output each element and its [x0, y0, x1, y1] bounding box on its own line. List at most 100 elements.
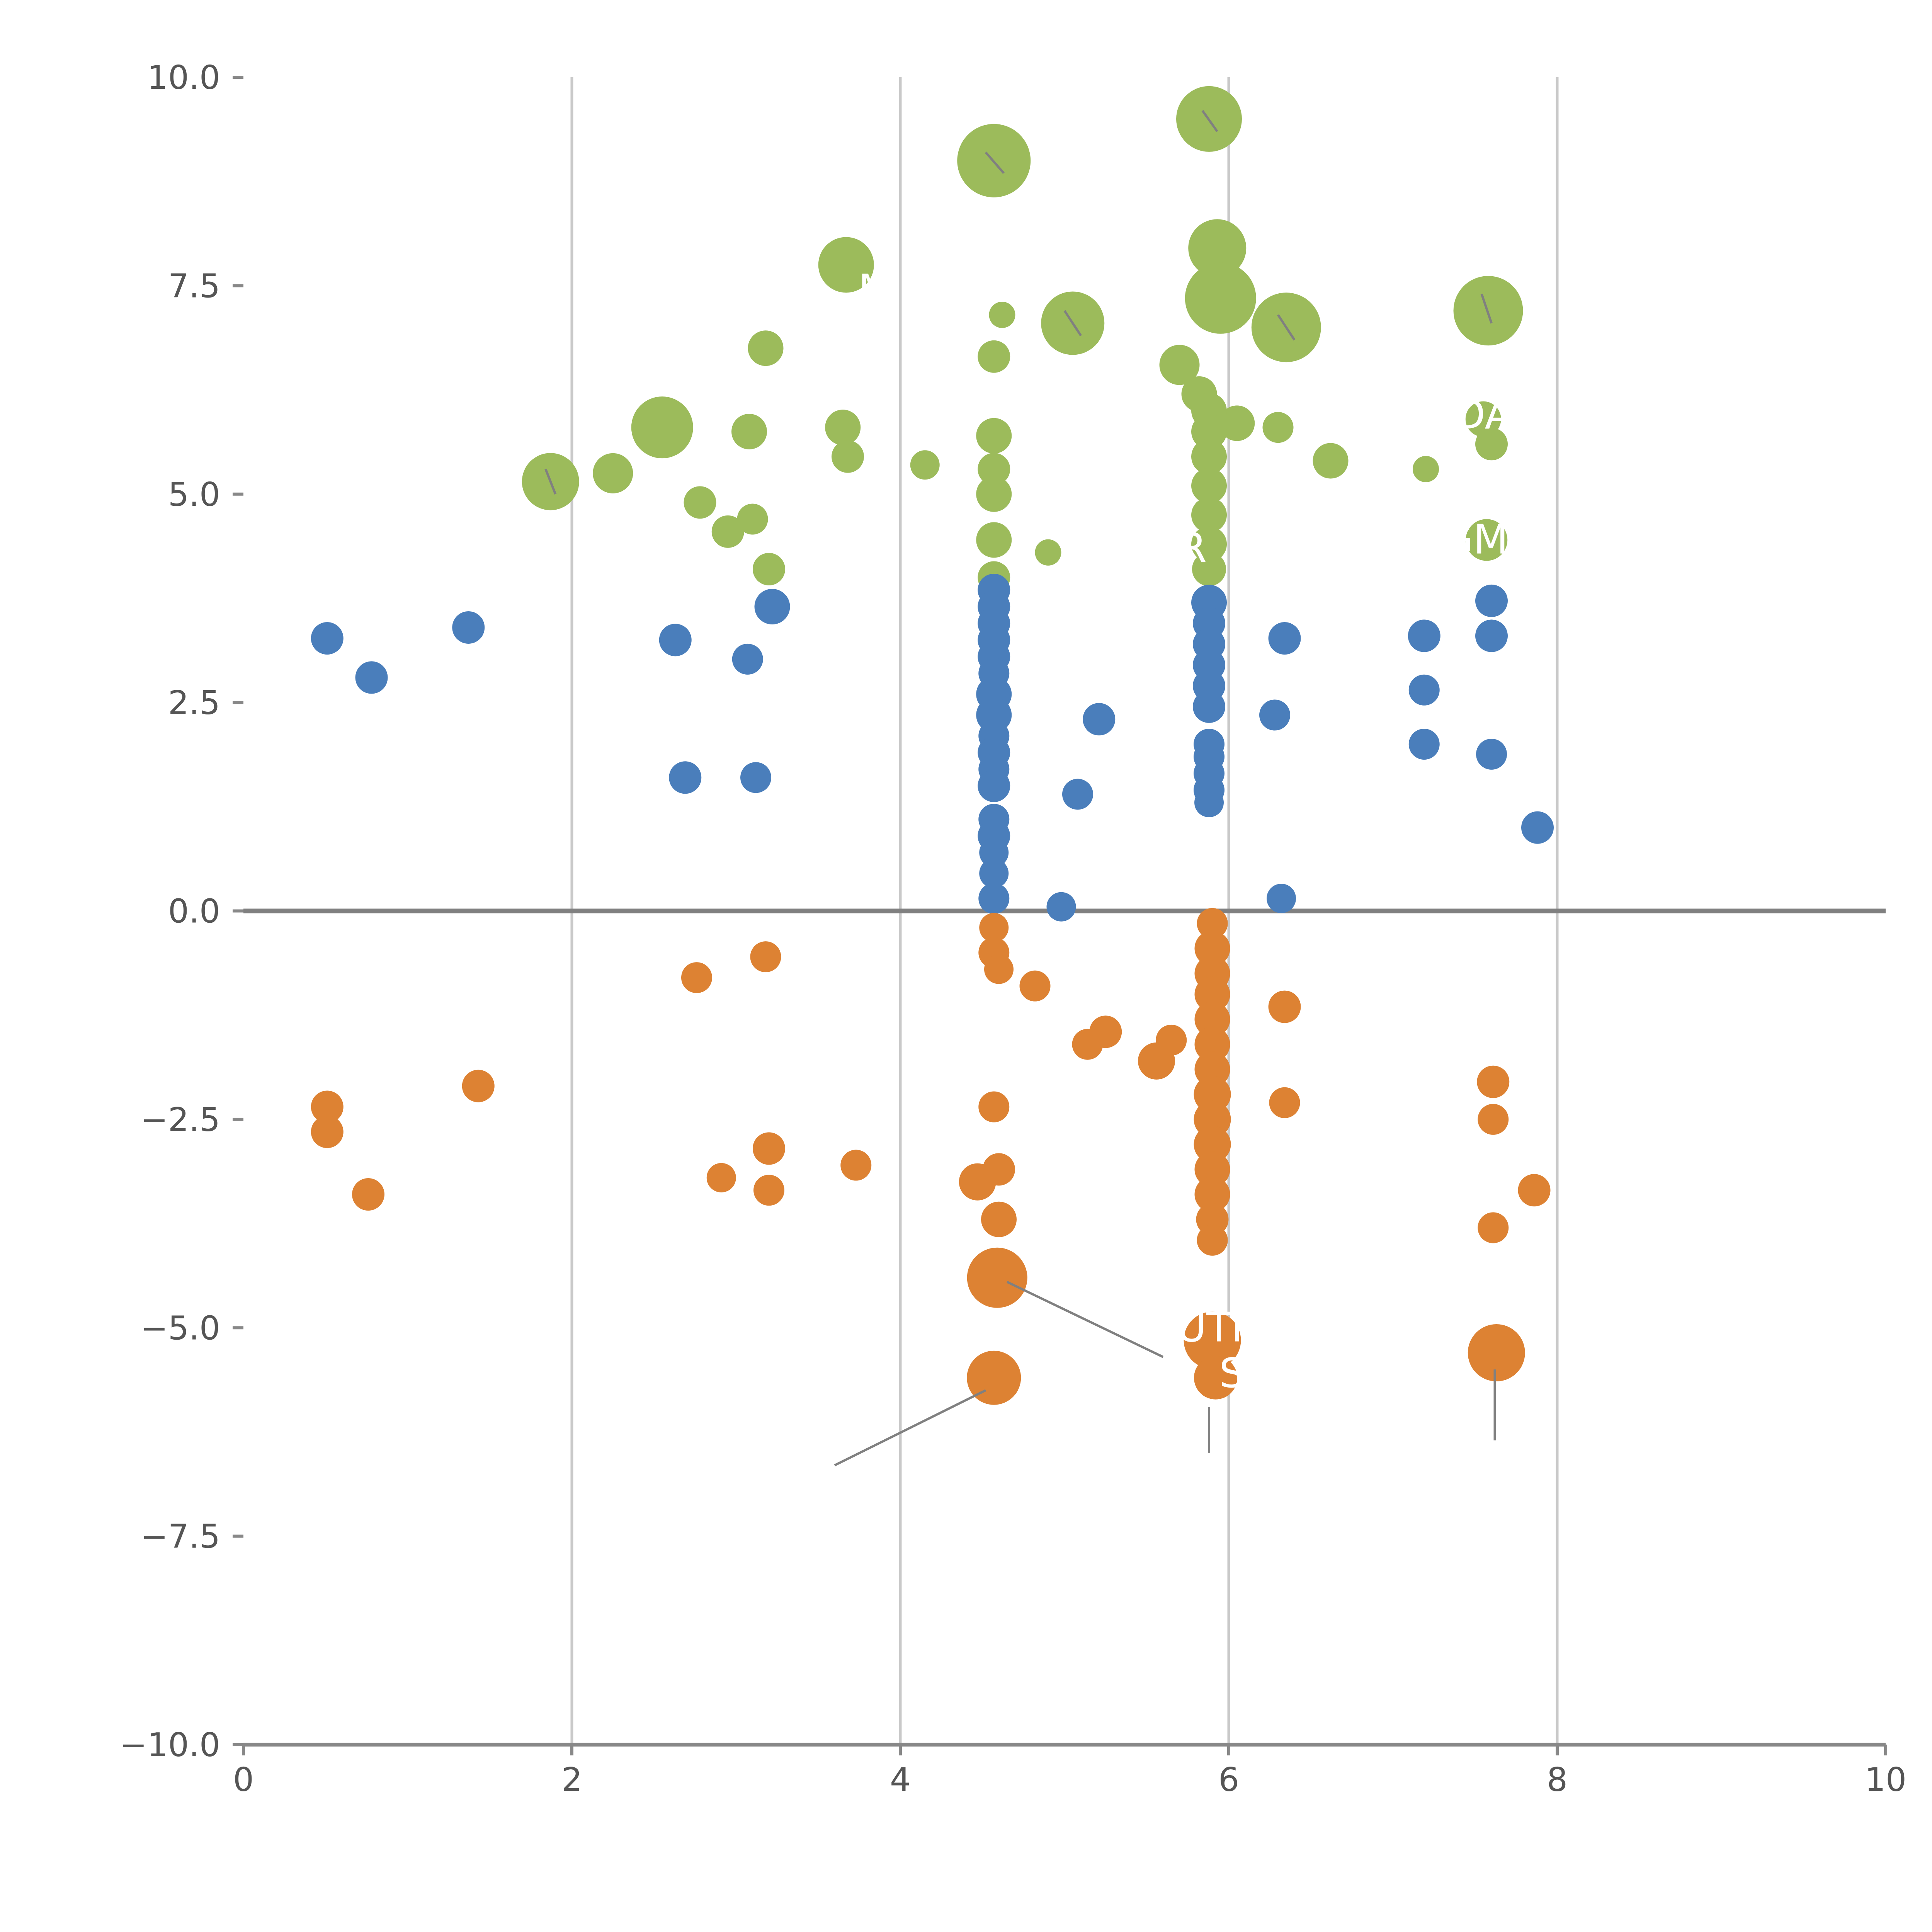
- green-group-data-point: [1413, 456, 1439, 483]
- green-group-data-point: [1191, 439, 1227, 474]
- annotation-label: UTK: [1177, 1304, 1259, 1351]
- x-tick-label: 4: [890, 1761, 911, 1799]
- annotation-leader-line: [544, 468, 557, 495]
- orange-group-data-point: [1019, 970, 1051, 1002]
- x-tick-label: 10: [1865, 1761, 1906, 1799]
- blue-group-data-point: [1476, 738, 1507, 770]
- orange-group-data-point: [352, 1178, 384, 1211]
- green-group-data-point: [832, 440, 864, 473]
- blue-group-data-point: [979, 838, 1009, 867]
- y-tick-label: 0.0: [168, 893, 220, 931]
- green-group-data-point: [1185, 262, 1256, 334]
- green-group-data-point: [711, 515, 744, 548]
- orange-group-data-point: [1194, 1001, 1230, 1037]
- green-group-data-point: [1313, 443, 1349, 479]
- orange-group-data-point: [1194, 1356, 1237, 1400]
- green-group-data-point: [1191, 526, 1227, 562]
- green-group-data-point: [976, 418, 1012, 454]
- blue-group-data-point: [979, 859, 1009, 888]
- orange-group-data-point: [1194, 976, 1230, 1012]
- orange-group-data-point: [1269, 1087, 1300, 1118]
- orange-group-data-point: [1268, 990, 1301, 1023]
- green-group-data-point: [976, 476, 1012, 512]
- annotation-leader-line: [1480, 293, 1493, 324]
- y-tick-label: 7.5: [168, 267, 220, 305]
- orange-group-data-point: [753, 1132, 785, 1165]
- green-group-data-point: [593, 453, 633, 493]
- y-tick-label: −5.0: [141, 1309, 220, 1347]
- green-group-data-point: [737, 503, 768, 535]
- annotation-leader-line: [1063, 310, 1082, 337]
- blue-group-data-point: [978, 883, 1010, 914]
- blue-group-data-point: [1408, 729, 1440, 760]
- green-group-data-point: [1188, 219, 1247, 277]
- green-group-data-point: [825, 410, 861, 446]
- blue-group-data-point: [452, 611, 485, 644]
- annotation-leader-line: [985, 151, 1005, 174]
- green-group-data-point: [910, 450, 940, 480]
- y-tick-label: −2.5: [141, 1101, 220, 1139]
- orange-group-data-point: [1197, 908, 1228, 939]
- annotation-label: DA: [1454, 391, 1512, 438]
- green-group-data-point: [978, 340, 1010, 373]
- annotation-label: I: [561, 341, 573, 388]
- green-group-data-point: [748, 330, 784, 366]
- orange-group-data-point: [1194, 930, 1230, 966]
- orange-group-data-point: [706, 1163, 736, 1192]
- orange-group-data-point: [1194, 1126, 1231, 1163]
- orange-group-data-point: [681, 962, 712, 993]
- blue-group-data-point: [1408, 674, 1440, 706]
- x-tick-label: 2: [561, 1761, 582, 1799]
- orange-group-data-point: [753, 1175, 784, 1206]
- orange-group-data-point: [840, 1150, 872, 1181]
- green-group-data-point: [1035, 539, 1061, 566]
- blue-group-data-point: [1083, 703, 1116, 736]
- orange-group-data-point: [984, 954, 1014, 984]
- blue-group-data-point: [1194, 788, 1224, 818]
- green-group-data-point: [684, 486, 716, 519]
- blue-group-data-point: [1475, 619, 1508, 652]
- orange-group-data-point: [1194, 1151, 1230, 1187]
- blue-group-data-point: [732, 643, 763, 675]
- orange-group-data-point: [1478, 1212, 1509, 1243]
- green-group-data-point: [1191, 497, 1227, 533]
- green-group-data-point: [631, 396, 693, 459]
- x-tick-label: 8: [1547, 1761, 1568, 1799]
- orange-group-data-point: [983, 1153, 1015, 1186]
- blue-group-data-point: [659, 624, 692, 656]
- orange-group-data-point: [1468, 1324, 1525, 1381]
- annotation-leader-line: [1006, 1281, 1164, 1358]
- blue-group-data-point: [669, 761, 702, 794]
- blue-group-data-point: [754, 589, 790, 625]
- orange-group-data-point: [462, 1070, 495, 1102]
- y-tick-label: 5.0: [168, 476, 220, 514]
- green-group-data-point: [1192, 552, 1226, 586]
- y-tick-label: 10.0: [147, 59, 220, 97]
- green-group-data-point: [753, 553, 785, 585]
- annotation-leader-line: [1277, 314, 1296, 341]
- green-group-data-point: [1191, 413, 1227, 449]
- annotation-label: M: [858, 266, 893, 313]
- green-group-data-point: [1219, 405, 1255, 441]
- blue-group-data-point: [1521, 811, 1554, 844]
- y-tick-label: −7.5: [141, 1518, 220, 1556]
- blue-group-data-point: [311, 622, 344, 655]
- green-group-data-point: [818, 237, 874, 293]
- orange-group-data-point: [1156, 1024, 1187, 1056]
- orange-group-data-point: [311, 1090, 344, 1123]
- green-group-data-point: [731, 413, 767, 449]
- blue-group-data-point: [1475, 584, 1508, 617]
- blue-group-data-point: [355, 661, 388, 694]
- blue-group-data-point: [1193, 690, 1225, 723]
- green-group-data-point: [976, 522, 1012, 558]
- blue-group-data-point: [978, 769, 1010, 802]
- blue-group-data-point: [1062, 779, 1093, 810]
- y-tick-label: 2.5: [168, 684, 220, 722]
- orange-group-data-point: [979, 913, 1009, 942]
- orange-group-data-point: [1478, 1104, 1509, 1135]
- green-group-data-point: [1191, 468, 1227, 504]
- y-tick-label: −10.0: [120, 1726, 220, 1764]
- orange-group-data-point: [750, 941, 781, 973]
- green-group-data-point: [978, 453, 1010, 486]
